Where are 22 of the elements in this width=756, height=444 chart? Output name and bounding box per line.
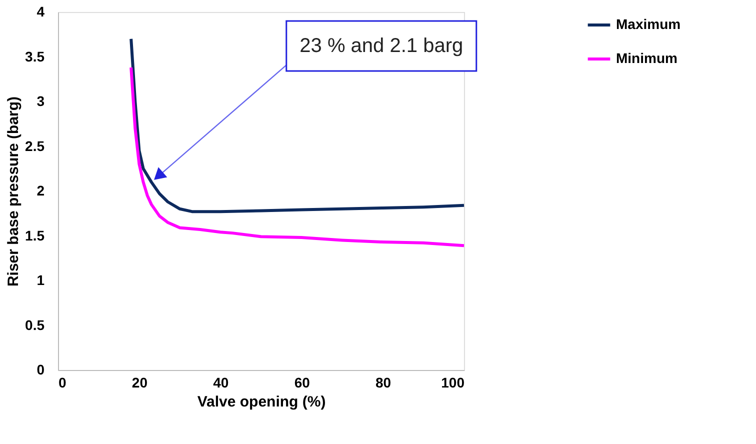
y-tick-label: 1.5 — [25, 227, 45, 244]
line-series — [130, 66, 466, 248]
x-tick-label: 20 — [132, 374, 148, 390]
y-tick-label: 2 — [36, 182, 45, 198]
x-tick-label: 0 — [58, 374, 66, 390]
y-axis-title: Riser base pressure (barg) — [5, 96, 22, 287]
x-tick-label: 40 — [213, 374, 229, 390]
x-tick-label: 100 — [441, 374, 465, 390]
legend-label: Maximum — [616, 16, 681, 32]
y-tick-label: 2.5 — [25, 138, 45, 154]
y-tick-label: 3.5 — [25, 48, 45, 64]
y-tick-label: 3 — [36, 93, 45, 109]
x-axis-title: Valve opening (%) — [197, 394, 326, 410]
y-tick-label: 1 — [36, 272, 45, 288]
y-tick-label: 0 — [36, 362, 45, 378]
annotation: 23 % and 2.1 barg — [300, 35, 464, 58]
legend-label: Minimum — [616, 50, 678, 66]
y-tick-label: 4 — [36, 4, 45, 20]
y-tick-label: 0.5 — [25, 316, 45, 333]
x-tick-label: 60 — [294, 374, 310, 390]
x-tick-label: 80 — [376, 374, 392, 390]
line-series — [130, 37, 466, 214]
